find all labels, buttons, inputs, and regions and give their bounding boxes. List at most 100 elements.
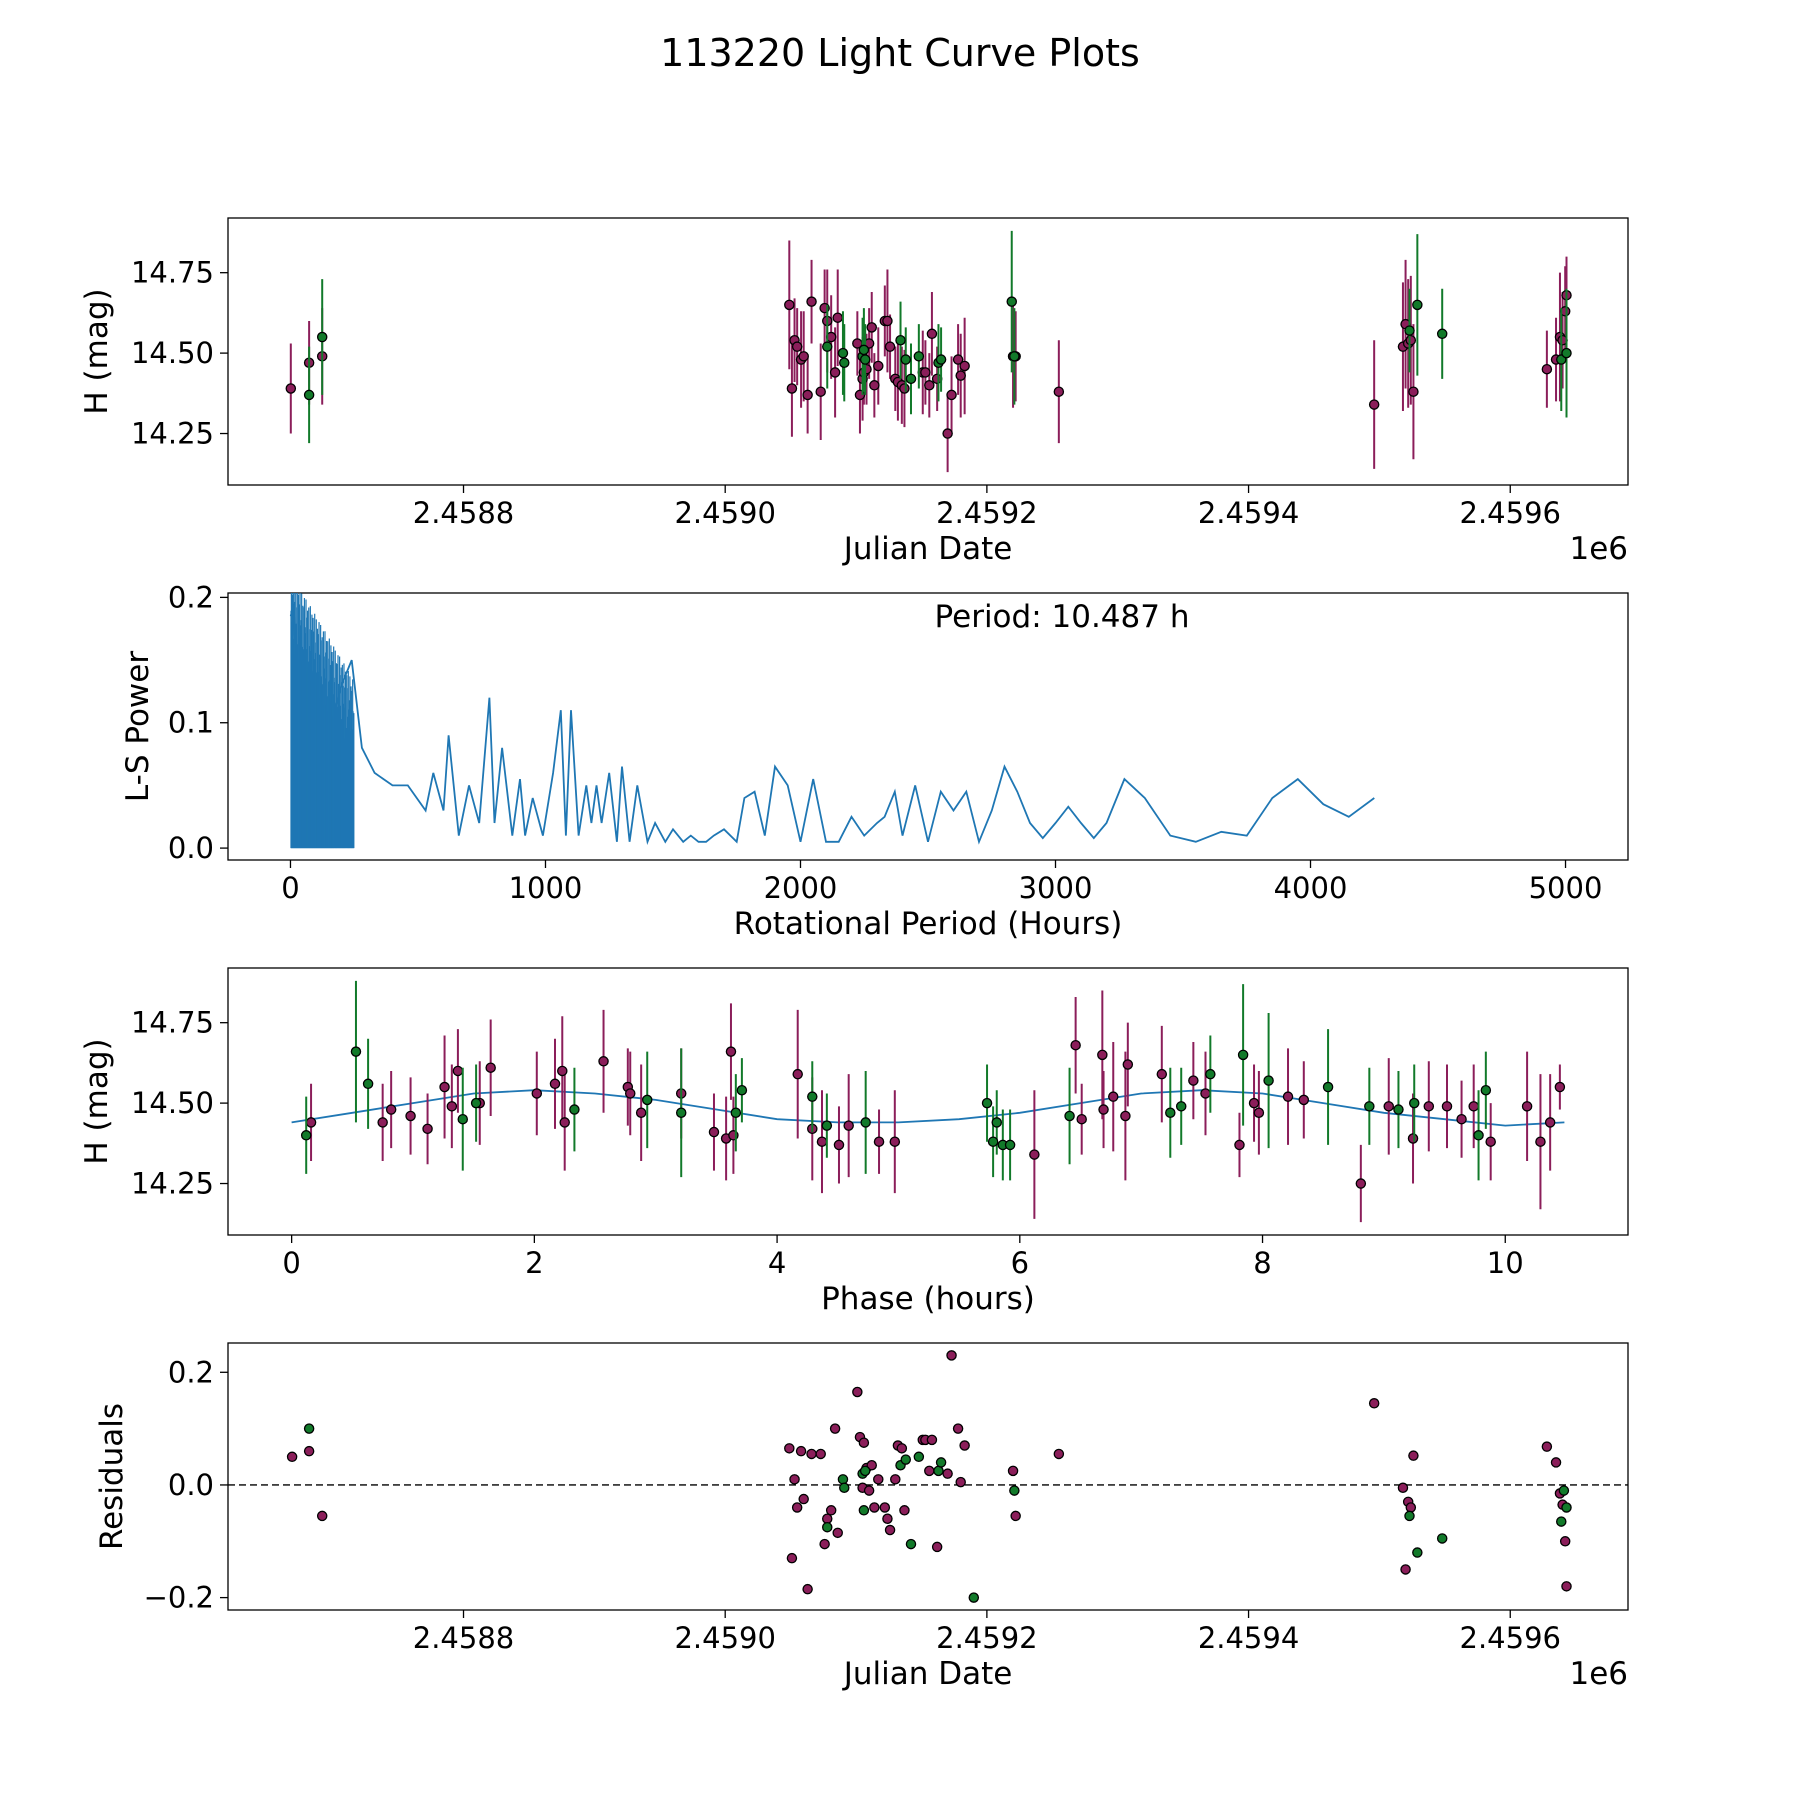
data-point <box>1322 1081 1334 1093</box>
data-point <box>1423 1101 1435 1112</box>
data-point <box>859 354 871 365</box>
data-point <box>859 1465 871 1477</box>
data-point <box>1541 363 1553 375</box>
figure-title: 113220 Light Curve Plots <box>660 31 1140 75</box>
data-point <box>899 1505 910 1516</box>
data-point <box>896 1443 908 1454</box>
data-point <box>569 1104 580 1115</box>
y-axis-label: H (mag) <box>79 288 115 414</box>
data-point <box>350 1046 362 1057</box>
data-point <box>815 386 826 397</box>
data-point <box>708 1126 720 1138</box>
data-point <box>815 1448 826 1460</box>
data-point <box>1558 1485 1570 1496</box>
data-point <box>786 383 798 394</box>
data-point <box>1070 1039 1081 1051</box>
y-tick-label: 0.0 <box>168 831 214 865</box>
data-point <box>1436 1533 1448 1544</box>
data-point <box>900 354 912 365</box>
data-point <box>1263 1075 1274 1086</box>
light-curve-panel: 2.4588 2.4590 2.4592 2.4594 2.4596 14.25 14.50… <box>79 217 1629 567</box>
data-point <box>1412 299 1423 311</box>
data-point <box>968 1592 980 1603</box>
data-point <box>807 1091 818 1102</box>
data-point <box>829 1423 841 1434</box>
data-point <box>900 1454 912 1465</box>
data-point <box>924 1465 935 1477</box>
data-point <box>286 1451 298 1463</box>
data-point <box>1561 1502 1572 1513</box>
data-point <box>452 1065 464 1077</box>
data-point <box>819 1538 830 1550</box>
data-point <box>635 1107 647 1119</box>
data-point <box>405 1110 416 1122</box>
data-point <box>1561 347 1572 359</box>
data-point <box>873 1474 884 1485</box>
data-point <box>858 1505 870 1516</box>
y-axis-label: Residuals <box>94 1403 130 1550</box>
y-axis-label: H (mag) <box>79 1038 115 1164</box>
data-point <box>1029 1149 1040 1160</box>
data-point <box>825 1505 837 1516</box>
data-point <box>305 1117 317 1128</box>
x-tick-label: 3000 <box>1019 871 1093 905</box>
data-point <box>935 354 947 365</box>
data-point <box>1200 1088 1211 1099</box>
data-point <box>549 1078 561 1090</box>
model-fit-curve <box>291 1089 1565 1127</box>
data-point <box>446 1101 458 1112</box>
data-point <box>913 351 925 362</box>
data-point <box>798 1493 809 1505</box>
data-point <box>952 1423 964 1434</box>
x-tick-label: 2000 <box>764 871 838 905</box>
data-point <box>895 334 906 346</box>
x-tick-label: 5000 <box>1529 871 1603 905</box>
data-point <box>1076 1113 1087 1125</box>
data-point <box>879 1502 891 1513</box>
data-point <box>1405 334 1417 346</box>
x-axis-label: Rotational Period (Hours) <box>734 906 1123 942</box>
data-point <box>557 1065 568 1077</box>
data-point <box>991 1117 1003 1128</box>
data-point <box>791 341 803 352</box>
data-point <box>959 1440 970 1451</box>
data-point <box>1165 1107 1176 1119</box>
data-point <box>942 428 953 439</box>
data-point <box>869 380 880 391</box>
x-tick-label: 1000 <box>509 871 583 905</box>
data-point <box>1404 1510 1415 1522</box>
data-point <box>1436 328 1448 340</box>
data-point <box>439 1081 450 1093</box>
x-tick-label: 0 <box>281 871 299 905</box>
y-tick-label: 0.2 <box>168 580 214 614</box>
x-tick-label: 2.4592 <box>936 1621 1037 1655</box>
x-tick-label: 4 <box>768 1246 786 1280</box>
data-point <box>457 1113 469 1125</box>
data-point <box>839 357 850 369</box>
data-point <box>833 1139 845 1151</box>
x-tick-label: 4000 <box>1274 871 1348 905</box>
data-point <box>1053 1448 1065 1460</box>
data-point <box>1535 1136 1546 1147</box>
data-point <box>952 354 964 365</box>
data-point <box>1064 1110 1075 1122</box>
data-point <box>1007 1465 1019 1477</box>
data-point <box>884 341 896 352</box>
data-point <box>1097 1049 1108 1061</box>
data-point <box>1441 1101 1453 1112</box>
data-point <box>791 1502 803 1513</box>
y-tick-label: 14.75 <box>131 1006 214 1040</box>
data-point <box>889 1136 901 1147</box>
phased-light-curve-panel: 0 2 4 6 8 10 14.25 14.50 14.75 Phase (hours) H (ma… <box>79 967 1629 1317</box>
period-annotation: Period: 10.487 h <box>935 599 1190 635</box>
data-point <box>1053 386 1065 397</box>
data-point <box>1122 1059 1134 1070</box>
data-point <box>946 389 957 401</box>
plot-area <box>289 593 1375 849</box>
data-point <box>1408 1450 1419 1461</box>
data-point <box>598 1056 609 1067</box>
data-point <box>1544 1117 1556 1128</box>
x-tick-label: 8 <box>1253 1246 1271 1280</box>
data-point <box>955 1476 966 1488</box>
y-axis-label: L-S Power <box>120 651 156 802</box>
